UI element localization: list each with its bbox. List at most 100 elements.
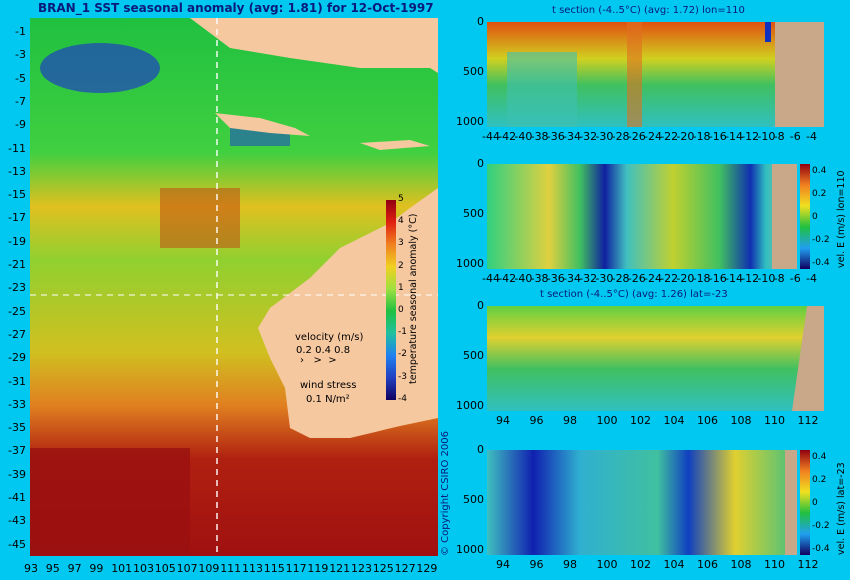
map-x-tick: 93	[24, 562, 38, 575]
map-colorbar-tick: 0	[398, 305, 404, 315]
map-x-tick: 107	[176, 562, 198, 575]
map-x-tick: 103	[133, 562, 154, 575]
panel3-x-tick: 108	[730, 414, 752, 427]
velocity-legend-values: 0.2 0.4 0.8	[296, 345, 351, 356]
map-colorbar-tick: -2	[398, 349, 407, 360]
panel2-colorbar-tick: 0.4	[812, 166, 827, 176]
map-title: BRAN_1 SST seasonal anomaly (avg: 1.81) …	[38, 1, 434, 15]
map-y-tick: -19	[8, 234, 26, 248]
panel1-x-tick: -18	[692, 130, 711, 143]
map-x-tick: 117	[285, 562, 307, 575]
panel2-x-tick: -4	[806, 272, 817, 285]
map-y-tick: -41	[8, 491, 26, 504]
panel4-x-tick: 104	[663, 558, 685, 571]
panel1-x-tick: -30	[595, 130, 614, 143]
panel4-colorbar	[800, 450, 810, 555]
panel3-x-tick: 100	[596, 414, 618, 427]
panel1-x-tick: -44	[482, 130, 500, 143]
panel3-x-tick: 98	[563, 414, 577, 427]
map-x-tick: 115	[263, 562, 285, 575]
panel1-title: t section (-4..5°C) (avg: 1.72) lon=110	[552, 5, 745, 16]
panel1-x-tick: -32	[579, 130, 598, 143]
map-y-tick: -5	[15, 71, 26, 85]
panel3-y-tick: 500	[463, 349, 484, 362]
sst-map	[30, 18, 438, 556]
panel2-x-tick: -8	[773, 272, 785, 285]
panel1-plot	[487, 22, 824, 127]
map-colorbar-tick: 5	[398, 194, 404, 204]
panel1-x-tick: -16	[708, 130, 727, 143]
panel4-colorbar-tick: -0.2	[812, 521, 830, 531]
map-y-tick: -11	[8, 141, 26, 155]
panel3-x-tick: 102	[630, 414, 651, 427]
map-x-tick: 97	[67, 562, 82, 575]
panel4-x-tick: 112	[797, 558, 819, 571]
panel2-x-tick: -18	[692, 272, 711, 285]
map-x-tick: 123	[351, 562, 372, 575]
map-y-tick: -1	[15, 25, 26, 38]
map-x-tick: 95	[45, 562, 60, 575]
map-y-tick: -9	[15, 118, 26, 132]
panel1-x-tick: -24	[644, 130, 662, 143]
panel2-x-tick: -28	[611, 272, 630, 285]
panel2-colorbar-tick: -0.2	[812, 235, 830, 245]
wind-legend-title: wind stress	[300, 380, 357, 391]
panel4-colorbar-tick: 0.2	[812, 475, 827, 485]
panel1-x-tick: -8	[773, 130, 785, 143]
panel2-x-tick: -44	[482, 272, 500, 285]
map-y-tick: -29	[8, 351, 26, 365]
panel1-x-tick: -26	[627, 130, 646, 143]
map-y-tick: -7	[15, 94, 26, 108]
map-y-tick: -15	[8, 188, 26, 202]
panel1-x-tick: -4	[806, 130, 817, 143]
map-x-tick: 105	[154, 562, 176, 575]
panel1-x-tick: -14	[725, 130, 743, 143]
panel2-y-tick: 500	[463, 207, 484, 220]
map-y-tick: -33	[8, 397, 26, 411]
panel4-colorbar-tick: 0	[812, 498, 818, 508]
panel3-y-tick: 0	[477, 299, 484, 312]
panel3-y-tick: 1000	[456, 399, 484, 412]
map-x-tick: 119	[307, 562, 329, 575]
map-x-tick: 129	[416, 562, 438, 575]
map-y-tick: -39	[8, 467, 26, 481]
map-colorbar-tick: 2	[398, 260, 404, 271]
panel3-x-tick: 110	[764, 414, 785, 427]
panel4-x-tick: 106	[697, 558, 718, 571]
panel2-x-tick: -16	[708, 272, 727, 285]
panel3-x-tick: 106	[697, 414, 718, 427]
panel3-x-tick: 112	[797, 414, 819, 427]
panel4-y-tick: 1000	[456, 543, 484, 556]
panel2-colorbar	[800, 164, 810, 269]
panel3-x-tick: 96	[529, 414, 544, 427]
panel1-x-tick: -38	[530, 130, 549, 143]
map-y-tick: -31	[8, 374, 26, 388]
velocity-legend-arrows: › > >	[300, 355, 337, 366]
panel4-colorbar-tick: -0.4	[812, 544, 830, 554]
map-colorbar-label: temperature seasonal anomaly (°C)	[408, 213, 419, 384]
map-x-tick: 121	[329, 562, 351, 575]
map-colorbar-tick: -4	[398, 393, 407, 404]
map-x-tick: 127	[394, 562, 416, 575]
panel3-x-tick: 94	[496, 414, 510, 427]
panel2-colorbar-tick: -0.4	[812, 258, 830, 268]
map-x-tick: 101	[111, 562, 133, 575]
panel2-y-tick: 1000	[456, 257, 484, 270]
map-x-tick: 99	[89, 562, 104, 575]
map-y-tick: -45	[8, 537, 26, 551]
map-y-tick: -23	[8, 281, 26, 295]
panel1-y-tick: 1000	[456, 115, 484, 128]
map-colorbar-tick: -3	[398, 371, 407, 382]
panel2-colorbar-tick: 0	[812, 212, 818, 222]
panel4-x-tick: 94	[496, 558, 510, 571]
map-y-tick: -27	[8, 327, 26, 341]
panel1-x-tick: -40	[514, 130, 533, 143]
panel2-x-tick: -24	[644, 272, 662, 285]
map-y-tick: -37	[8, 444, 26, 458]
panel4-colorbar-label: vel. E (m/s) lat=-23	[836, 462, 847, 555]
panel2-x-tick: -38	[530, 272, 549, 285]
map-y-tick: -17	[8, 211, 26, 225]
panel4-x-tick: 100	[596, 558, 618, 571]
panel1-x-tick: -42	[498, 130, 517, 143]
panel1-y-tick: 500	[463, 65, 484, 78]
